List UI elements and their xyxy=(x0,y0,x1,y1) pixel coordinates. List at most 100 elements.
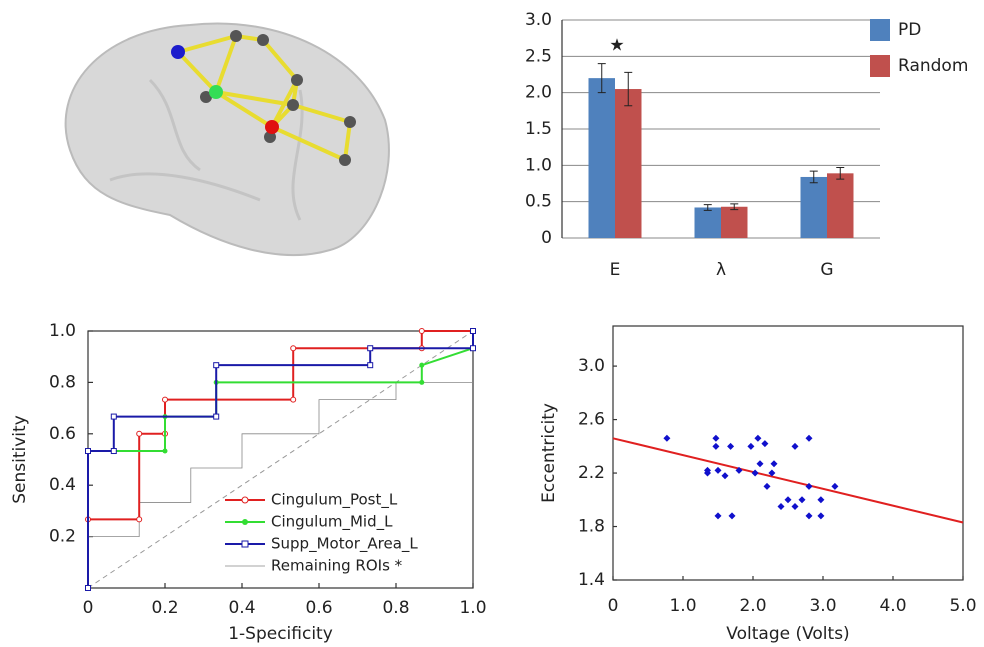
bar xyxy=(827,173,854,238)
marker xyxy=(418,328,425,334)
y-axis-label: Eccentricity xyxy=(539,403,559,503)
marker xyxy=(290,345,297,352)
bar xyxy=(694,207,721,238)
marker xyxy=(162,448,168,454)
point xyxy=(714,466,722,474)
marker xyxy=(213,413,220,420)
point xyxy=(798,496,806,504)
bar xyxy=(721,206,748,238)
legend-label: Cingulum_Mid_L xyxy=(271,513,393,532)
marker xyxy=(419,379,425,385)
marker xyxy=(110,413,117,420)
point xyxy=(712,442,720,450)
point xyxy=(768,469,776,477)
marker xyxy=(136,430,143,437)
y-tick-label: 1.8 xyxy=(578,517,605,537)
legend-swatch xyxy=(870,55,890,77)
point xyxy=(721,472,729,480)
y-tick-label: 0 xyxy=(541,228,552,248)
error-bar xyxy=(624,71,633,107)
marker xyxy=(85,585,91,591)
point xyxy=(763,482,771,490)
y-tick-label: 3.0 xyxy=(578,356,605,376)
bar xyxy=(588,78,615,238)
legend-marker xyxy=(241,496,249,504)
plot-frame xyxy=(612,325,964,581)
brain-render xyxy=(64,22,390,257)
y-tick-label: 1.0 xyxy=(49,321,76,341)
marker xyxy=(85,448,91,455)
x-axis-label: 1-Specificity xyxy=(228,624,333,644)
point xyxy=(784,496,792,504)
y-tick-label: 0.8 xyxy=(49,372,76,392)
y-tick-label: 2.2 xyxy=(578,463,605,483)
legend-label: Random xyxy=(898,56,968,76)
legend-marker xyxy=(241,540,249,548)
y-tick-label: 3.0 xyxy=(525,10,552,30)
y-tick-label: 2.6 xyxy=(578,410,605,430)
point xyxy=(728,512,736,520)
point xyxy=(805,482,813,490)
point xyxy=(714,512,722,520)
x-tick-label: 1.0 xyxy=(459,598,486,618)
x-tick-label: 2.0 xyxy=(739,596,766,616)
x-tick-label: 3.0 xyxy=(809,596,836,616)
point xyxy=(756,460,764,468)
x-tick-label: 4.0 xyxy=(879,596,906,616)
point xyxy=(747,442,755,450)
marker xyxy=(290,396,297,403)
point xyxy=(751,469,759,477)
point xyxy=(727,442,735,450)
x-tick-label: E xyxy=(610,260,621,280)
y-tick-label: 1.4 xyxy=(578,570,605,590)
point xyxy=(791,502,799,510)
y-tick-label: 0.6 xyxy=(49,424,76,444)
annotation: ★ xyxy=(609,36,624,56)
marker xyxy=(470,345,476,352)
point xyxy=(712,434,720,442)
x-tick-label: 0.4 xyxy=(228,598,255,618)
y-tick-label: 0.5 xyxy=(525,192,552,212)
x-tick-label: λ xyxy=(716,260,726,280)
marker xyxy=(213,362,220,369)
x-tick-label: 1.0 xyxy=(669,596,696,616)
point xyxy=(777,502,785,510)
legend-marker xyxy=(242,519,248,525)
marker xyxy=(136,516,143,523)
x-tick-label: G xyxy=(820,260,833,280)
point xyxy=(735,466,743,474)
point xyxy=(805,512,813,520)
x-tick-label: 0.6 xyxy=(305,598,332,618)
point xyxy=(791,442,799,450)
error-bar xyxy=(703,204,712,211)
fit-line xyxy=(612,437,964,524)
y-tick-label: 1.0 xyxy=(525,155,552,175)
marker xyxy=(162,396,168,403)
legend-swatch xyxy=(870,19,890,41)
y-tick-label: 0.4 xyxy=(49,475,76,495)
point xyxy=(663,434,671,442)
roc-curve xyxy=(87,331,474,588)
marker xyxy=(470,328,476,334)
x-tick-label: 5.0 xyxy=(949,596,976,616)
y-tick-label: 2.5 xyxy=(525,46,552,66)
legend-label: Cingulum_Post_L xyxy=(271,491,398,510)
y-axis-label: Sensitivity xyxy=(10,415,30,504)
x-tick-label: 0 xyxy=(83,598,94,618)
x-tick-label: 0.8 xyxy=(382,598,409,618)
roc-curve xyxy=(87,382,473,588)
error-bar xyxy=(836,167,845,180)
point xyxy=(770,460,778,468)
point xyxy=(817,512,825,520)
bar xyxy=(800,176,827,238)
point xyxy=(817,496,825,504)
legend-label: Supp_Motor_Area_L xyxy=(271,535,418,554)
error-bar xyxy=(809,170,818,184)
x-axis-label: Voltage (Volts) xyxy=(726,624,849,644)
point xyxy=(704,466,711,474)
x-tick-label: 0 xyxy=(608,596,619,616)
point xyxy=(805,434,813,442)
point xyxy=(761,440,769,448)
y-tick-label: 0.2 xyxy=(49,527,76,547)
